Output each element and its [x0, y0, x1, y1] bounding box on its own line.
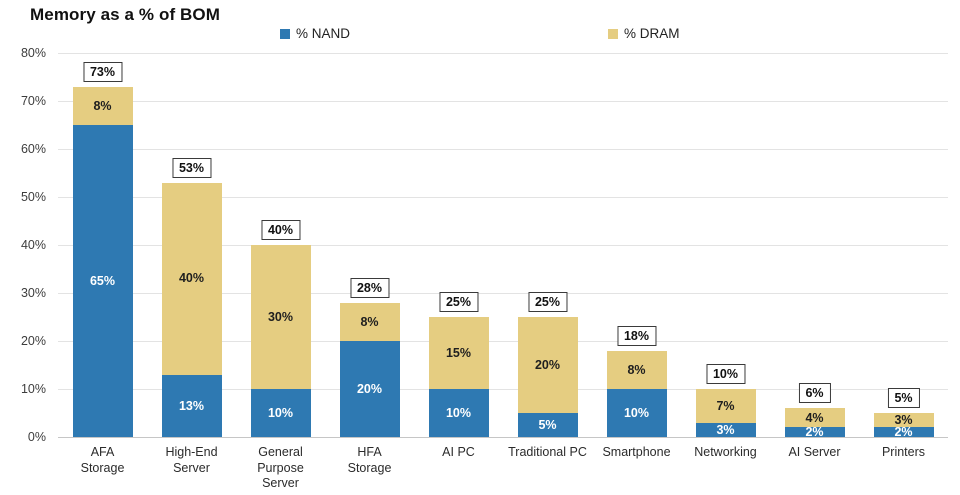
chart-title: Memory as a % of BOM [30, 5, 220, 24]
dram-segment: 40% [161, 182, 222, 375]
stacked-bar: 3% 2% [873, 413, 934, 438]
category-label: General Purpose Server [257, 445, 304, 491]
gridline [58, 149, 948, 150]
y-axis-tick-label: 80% [20, 46, 46, 60]
legend-label-dram: % DRAM [624, 26, 680, 41]
gridline [58, 293, 948, 294]
stacked-bar: 8% 20% [339, 302, 400, 437]
y-axis-tick-label: 50% [20, 190, 46, 204]
stacked-bar: 4% 2% [784, 408, 845, 438]
nand-segment: 5% [517, 413, 578, 437]
total-label: 18% [616, 325, 657, 346]
total-label: 25% [438, 292, 479, 312]
y-axis-tick-label: 10% [20, 382, 46, 396]
total-label: 5% [887, 388, 920, 408]
category-label: Traditional PC [508, 445, 587, 459]
nand-segment: 10% [606, 389, 667, 437]
bar-group: 73% 8% 65% AFA Storage [58, 53, 147, 475]
category-label: AI Server [788, 445, 841, 459]
stacked-bar: 7% 3% [695, 389, 756, 437]
stacked-bar: 20% 5% [517, 317, 578, 437]
gridline [58, 101, 948, 102]
dram-segment: 8% [606, 350, 667, 389]
category-label: Networking [694, 445, 757, 459]
legend-label-nand: % NAND [296, 26, 351, 41]
dram-segment: 8% [339, 302, 400, 341]
gridline [58, 389, 948, 390]
gridline [58, 245, 948, 246]
total-label: 6% [798, 383, 831, 404]
total-label: 53% [171, 157, 212, 178]
bar-group: 53% 40% 13% High-End Server [147, 53, 236, 475]
category-label: AFA Storage [80, 445, 125, 475]
nand-legend-swatch-icon [280, 28, 290, 39]
dram-segment: 3% [873, 413, 934, 428]
y-axis-tick-label: 0% [27, 430, 46, 444]
legend-item-dram: % DRAM [608, 26, 680, 41]
total-label: 10% [705, 364, 746, 384]
gridline [58, 341, 948, 342]
total-label: 73% [82, 61, 123, 82]
nand-segment: 3% [695, 422, 756, 437]
stacked-bar: 15% 10% [428, 317, 489, 437]
stacked-bar: 40% 13% [161, 182, 222, 437]
category-label: Printers [881, 445, 926, 459]
category-label: Smartphone [602, 445, 671, 459]
bar-group: 10% 7% 3% Networking [681, 53, 770, 459]
bar-group: 28% 8% 20% HFA Storage [325, 53, 414, 475]
legend-item-nand: % NAND [280, 26, 350, 41]
plot-area: 73% 8% 65% AFA Storage 53% 40% 13% High-End Serve… [58, 53, 948, 490]
stacked-bar: 8% 10% [606, 350, 667, 437]
bar-group: 18% 8% 10% Smartphone [592, 53, 681, 459]
dram-segment: 30% [250, 245, 311, 389]
stacked-bar: 30% 10% [250, 245, 311, 437]
bar-group: 25% 20% 5% Traditional PC [503, 53, 592, 459]
dram-segment: 20% [517, 317, 578, 413]
dram-segment: 4% [784, 408, 845, 428]
dram-segment: 8% [72, 86, 133, 125]
stacked-bar: 8% 65% [72, 86, 133, 437]
y-axis-tick-label: 60% [20, 142, 46, 156]
total-label: 25% [527, 292, 568, 312]
gridline [58, 53, 948, 54]
nand-segment: 2% [873, 426, 934, 438]
y-axis: 80% 70% 60% 50% 40% 30% 20% 10% 0% [0, 46, 46, 444]
y-axis-tick-label: 70% [20, 94, 46, 108]
y-axis-tick-label: 20% [20, 334, 46, 348]
nand-segment: 2% [784, 426, 845, 438]
bar-group: 25% 15% 10% AI PC [414, 53, 503, 459]
nand-segment: 10% [428, 389, 489, 437]
nand-segment: 65% [72, 125, 133, 437]
nand-segment: 13% [161, 374, 222, 437]
category-label: AI PC [442, 445, 475, 459]
category-label: HFA Storage [347, 445, 392, 475]
category-label: High-End Server [165, 445, 218, 475]
total-label: 28% [349, 277, 390, 298]
dram-segment: 15% [428, 317, 489, 389]
bar-group: 6% 4% 2% AI Server [770, 53, 859, 459]
bar-group: 40% 30% 10% General Purpose Server [236, 53, 325, 490]
nand-segment: 10% [250, 389, 311, 437]
y-axis-tick-label: 40% [20, 238, 46, 252]
dram-segment: 7% [695, 389, 756, 423]
dram-legend-swatch-icon [608, 28, 618, 39]
gridline [58, 197, 948, 198]
total-label: 40% [260, 220, 301, 240]
y-axis-tick-label: 30% [20, 286, 46, 300]
nand-segment: 20% [339, 341, 400, 437]
gridline [58, 437, 948, 438]
bar-group: 5% 3% 2% Printers [859, 53, 948, 459]
